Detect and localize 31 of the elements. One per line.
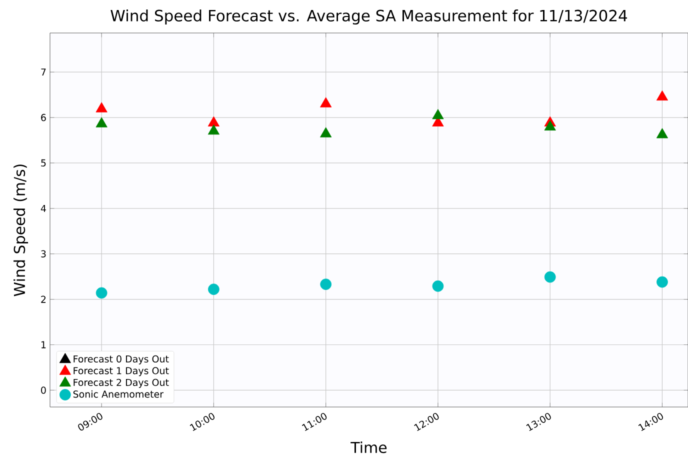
point: [96, 117, 108, 128]
legend-label: Forecast 0 Days Out: [74, 355, 169, 364]
point: [96, 287, 108, 299]
point: [320, 97, 332, 108]
y-axis-title: Wind Speed (m/s): [14, 164, 28, 296]
y-tick-label: 5: [41, 159, 46, 166]
y-tick-label: 3: [41, 250, 46, 258]
point: [208, 124, 220, 135]
point: [320, 127, 332, 138]
point: [544, 120, 556, 130]
legend-label: Forecast 2 Days Out: [74, 378, 169, 388]
y-tick-label: 0: [41, 386, 46, 394]
point: [208, 116, 220, 126]
legend-label: Sonic Anemometer: [73, 390, 164, 398]
point: [656, 276, 668, 288]
chart-title: Wind Speed Forecast vs. Average SA Measurement for 11/13/2024: [110, 10, 628, 25]
y-tick-label: 2: [41, 296, 46, 303]
point: [320, 278, 332, 290]
y-tick-label: 4: [40, 204, 46, 212]
point: [96, 102, 108, 112]
y-tick-label: 1: [41, 341, 46, 348]
y-tick-label: 7: [41, 68, 46, 76]
y-tick-label: 6: [41, 114, 46, 122]
point: [544, 271, 556, 283]
legend-label: Forecast 1 Days Out: [74, 367, 169, 376]
x-axis-title: Time: [350, 442, 387, 454]
point: [432, 109, 444, 120]
point: [656, 90, 668, 101]
point: [432, 280, 444, 292]
point: [208, 284, 220, 295]
point: [656, 128, 668, 138]
